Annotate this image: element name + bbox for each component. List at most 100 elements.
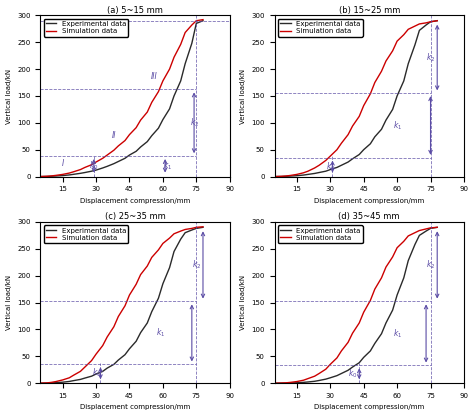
Experimental data xyxy=(412,242,418,247)
Simulation data xyxy=(93,352,99,357)
Experimental data xyxy=(294,173,300,178)
Simulation data xyxy=(294,172,300,177)
Simulation data xyxy=(323,158,328,163)
Simulation data xyxy=(328,362,333,367)
Experimental data xyxy=(182,61,188,66)
Simulation data xyxy=(301,378,306,383)
Simulation data xyxy=(37,174,43,179)
Simulation data xyxy=(44,380,50,385)
Experimental data xyxy=(272,381,277,386)
Simulation data xyxy=(189,226,195,231)
Simulation data xyxy=(71,373,77,378)
Simulation data xyxy=(127,292,132,297)
Title: (d) 35~45 mm: (d) 35~45 mm xyxy=(338,212,400,221)
Simulation data xyxy=(305,168,311,173)
Simulation data xyxy=(200,224,206,229)
X-axis label: Displacement compression/mm: Displacement compression/mm xyxy=(314,404,424,411)
Simulation data xyxy=(305,376,311,381)
Simulation data xyxy=(405,233,411,238)
Experimental data xyxy=(111,161,117,166)
Text: $k_2$: $k_2$ xyxy=(426,51,436,64)
Experimental data xyxy=(328,167,333,172)
X-axis label: Displacement compression/mm: Displacement compression/mm xyxy=(80,198,190,204)
Text: III: III xyxy=(151,72,157,81)
Simulation data xyxy=(200,17,206,22)
Simulation data xyxy=(138,272,144,277)
Legend: Experimental data, Simulation data: Experimental data, Simulation data xyxy=(44,225,128,243)
Simulation data xyxy=(394,39,400,44)
Experimental data xyxy=(89,168,94,173)
Simulation data xyxy=(155,248,161,253)
Legend: Experimental data, Simulation data: Experimental data, Simulation data xyxy=(44,19,128,37)
Simulation data xyxy=(189,22,195,27)
Experimental data xyxy=(412,42,418,47)
Experimental data xyxy=(316,170,322,175)
Simulation data xyxy=(372,287,378,292)
Line: Simulation data: Simulation data xyxy=(40,227,203,383)
Experimental data xyxy=(316,378,322,383)
Simulation data xyxy=(160,78,166,83)
Experimental data xyxy=(127,153,132,158)
Experimental data xyxy=(367,141,373,146)
Experimental data xyxy=(283,174,289,179)
Experimental data xyxy=(138,330,144,335)
Experimental data xyxy=(37,381,43,386)
Simulation data xyxy=(361,310,366,315)
Experimental data xyxy=(178,237,183,242)
Experimental data xyxy=(193,21,199,26)
Title: (b) 15~25 mm: (b) 15~25 mm xyxy=(338,5,400,15)
Experimental data xyxy=(345,160,351,165)
Experimental data xyxy=(401,78,407,83)
Experimental data xyxy=(104,164,110,169)
Simulation data xyxy=(379,69,384,74)
Experimental data xyxy=(334,373,340,378)
Experimental data xyxy=(193,226,199,231)
Simulation data xyxy=(278,174,284,179)
Experimental data xyxy=(122,156,128,161)
Experimental data xyxy=(160,281,166,286)
Experimental data xyxy=(200,18,206,23)
Simulation data xyxy=(434,18,440,23)
Experimental data xyxy=(111,362,117,367)
Experimental data xyxy=(60,173,65,178)
Simulation data xyxy=(287,173,293,178)
Line: Experimental data: Experimental data xyxy=(274,227,437,383)
Experimental data xyxy=(390,307,395,312)
Experimental data xyxy=(345,368,351,373)
Simulation data xyxy=(133,282,139,287)
Y-axis label: Vertical load/kN: Vertical load/kN xyxy=(6,68,11,124)
Simulation data xyxy=(60,172,65,177)
Experimental data xyxy=(383,320,389,325)
Experimental data xyxy=(305,379,311,384)
Simulation data xyxy=(66,375,72,380)
Simulation data xyxy=(49,380,55,385)
Experimental data xyxy=(82,170,88,175)
Text: $k_2$: $k_2$ xyxy=(190,116,199,129)
Simulation data xyxy=(379,275,384,280)
Experimental data xyxy=(171,94,177,99)
Simulation data xyxy=(53,379,59,384)
Experimental data xyxy=(44,381,50,386)
Simulation data xyxy=(111,324,117,329)
Experimental data xyxy=(100,369,106,374)
Simulation data xyxy=(182,30,188,35)
Experimental data xyxy=(301,173,306,178)
Text: II: II xyxy=(111,131,116,140)
Simulation data xyxy=(394,245,400,250)
Experimental data xyxy=(356,360,362,365)
Experimental data xyxy=(49,380,55,385)
Experimental data xyxy=(149,309,155,314)
Simulation data xyxy=(78,369,83,374)
Simulation data xyxy=(133,125,139,130)
Experimental data xyxy=(428,19,433,24)
Experimental data xyxy=(287,381,293,386)
Simulation data xyxy=(383,59,389,64)
Simulation data xyxy=(434,225,440,230)
Simulation data xyxy=(193,18,199,23)
Simulation data xyxy=(100,156,106,161)
Experimental data xyxy=(71,172,77,177)
Experimental data xyxy=(301,380,306,385)
Experimental data xyxy=(53,173,59,178)
Simulation data xyxy=(111,148,117,153)
Experimental data xyxy=(171,249,177,254)
